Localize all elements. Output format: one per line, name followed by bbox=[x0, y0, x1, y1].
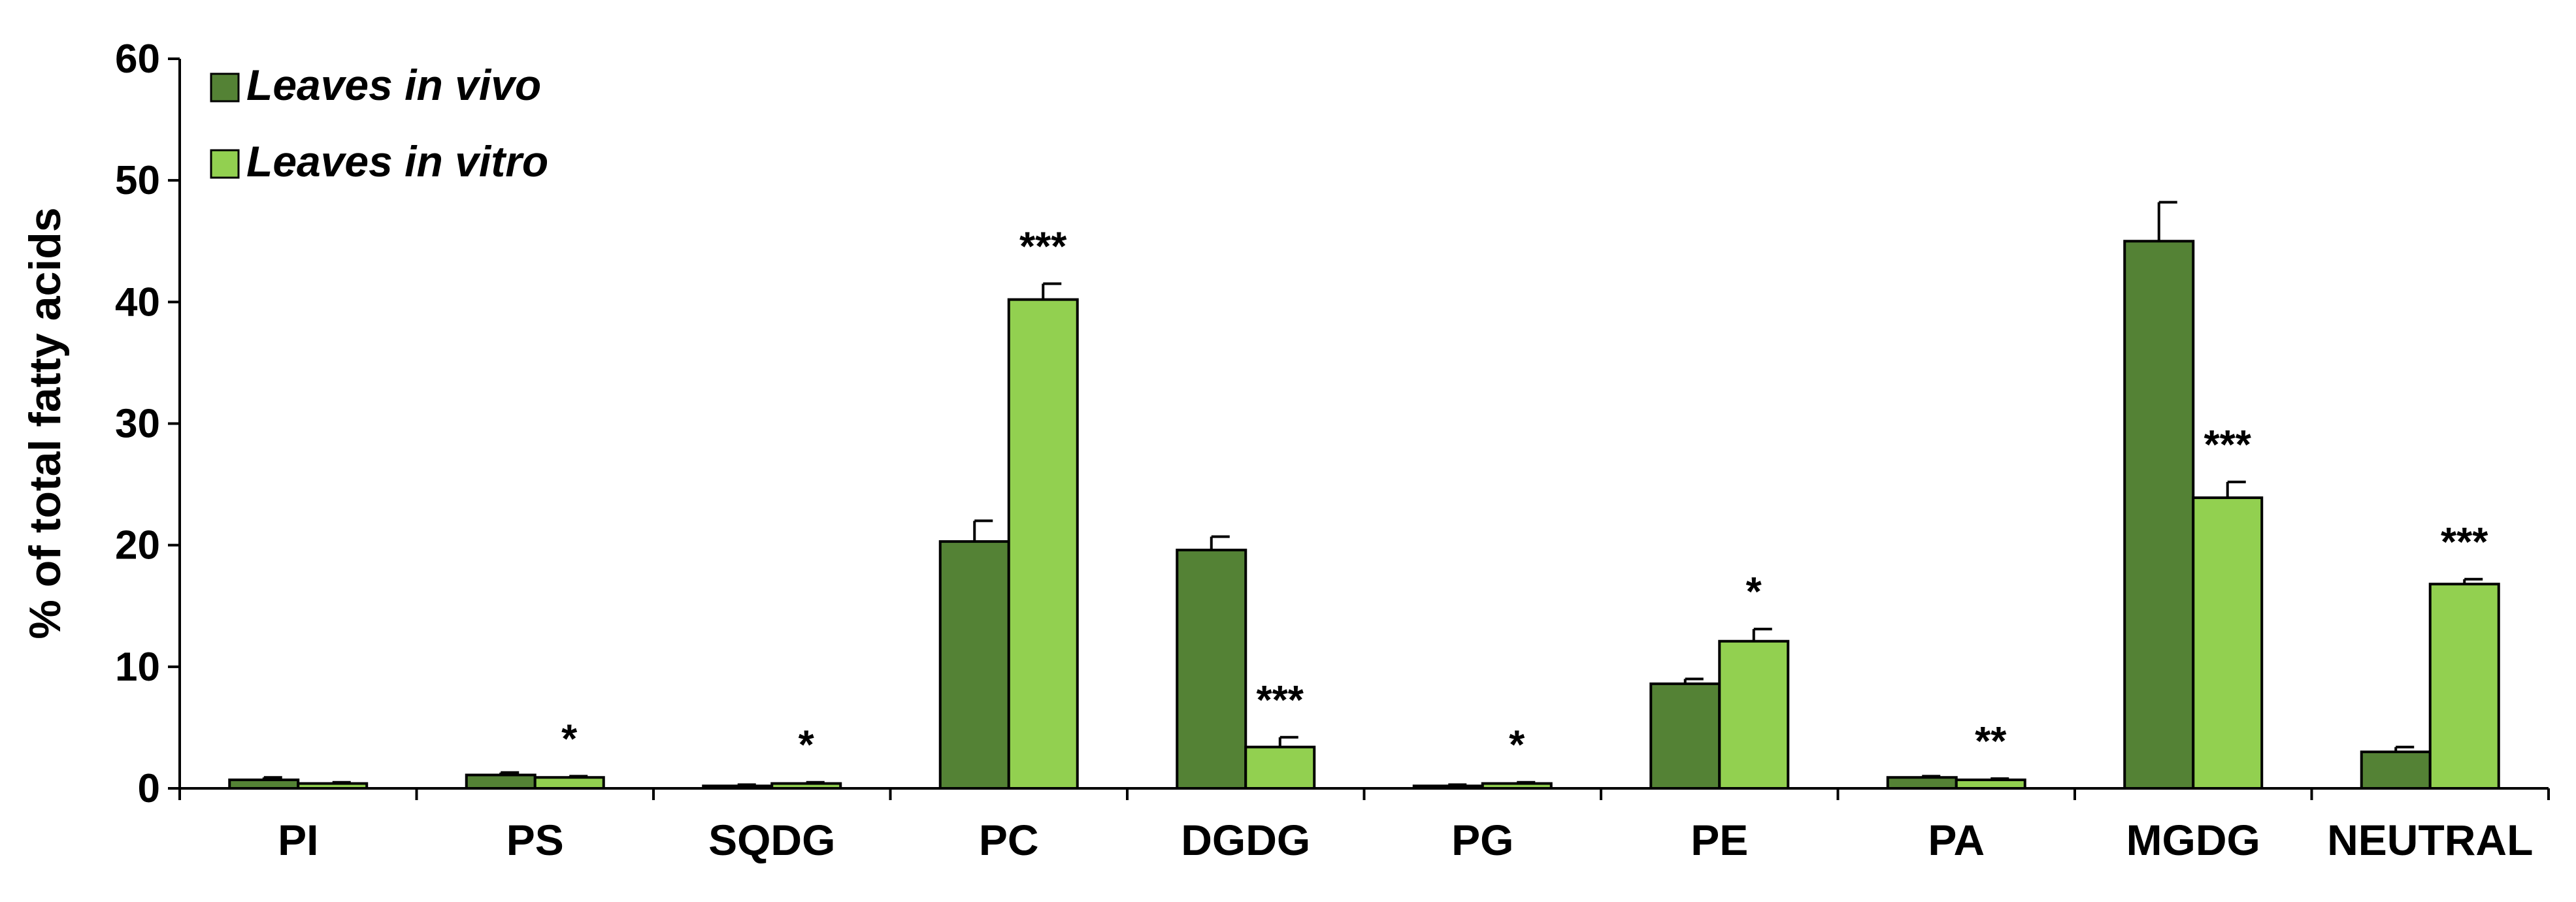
x-tick-label: PG bbox=[1451, 816, 1513, 864]
x-tick-label: PI bbox=[278, 816, 318, 864]
bar-in-vivo bbox=[2123, 240, 2195, 790]
bar-in-vivo bbox=[702, 784, 774, 790]
x-tick-label: PS bbox=[506, 816, 564, 864]
bar-in-vitro bbox=[1718, 639, 1790, 790]
significance-label: *** bbox=[2441, 520, 2488, 565]
legend-swatch-in-vivo bbox=[210, 72, 240, 103]
significance-label: ** bbox=[1975, 719, 2007, 764]
significance-label: * bbox=[1746, 570, 1762, 615]
bar-in-vivo bbox=[2360, 750, 2432, 790]
x-tick-label: PC bbox=[979, 816, 1039, 864]
significance-label: *** bbox=[1257, 678, 1304, 723]
y-axis-label: % of total fatty acids bbox=[20, 207, 70, 639]
significance-label: * bbox=[1509, 723, 1525, 768]
bar-in-vivo bbox=[465, 773, 537, 790]
bar-in-vivo bbox=[1412, 784, 1484, 790]
x-tick-label: PA bbox=[1928, 816, 1985, 864]
x-tick-label: MGDG bbox=[2126, 816, 2260, 864]
legend-label-in-vivo: Leaves in vivo bbox=[246, 61, 541, 109]
x-tick-label: SQDG bbox=[708, 816, 835, 864]
bar-in-vivo bbox=[1176, 549, 1247, 790]
bar-in-vitro bbox=[2192, 496, 2264, 790]
legend-swatch-in-vitro bbox=[210, 149, 240, 179]
bar-in-vivo bbox=[228, 778, 300, 790]
bar-in-vitro bbox=[1244, 745, 1316, 790]
x-tick-label: DGDG bbox=[1181, 816, 1310, 864]
significance-label: * bbox=[561, 717, 578, 762]
legend: Leaves in vivo Leaves in vitro bbox=[210, 61, 548, 185]
y-tick-label: 50 bbox=[115, 158, 160, 203]
bar-in-vitro bbox=[533, 776, 605, 790]
bar-in-vivo bbox=[1886, 776, 1958, 790]
y-tick-label: 60 bbox=[115, 37, 160, 82]
bar-in-vitro bbox=[297, 782, 369, 790]
y-tick-label: 0 bbox=[138, 766, 160, 811]
significance-label: *** bbox=[2204, 423, 2252, 468]
legend-label-in-vitro: Leaves in vitro bbox=[246, 137, 548, 185]
x-tick-label: NEUTRAL bbox=[2327, 816, 2533, 864]
bar-in-vitro bbox=[1955, 778, 2026, 790]
significance-label: *** bbox=[1019, 224, 1067, 269]
y-tick-label: 20 bbox=[115, 523, 160, 568]
bar-in-vitro bbox=[1007, 298, 1079, 790]
y-tick-label: 30 bbox=[115, 402, 160, 447]
bar-in-vivo bbox=[938, 540, 1010, 790]
y-tick-label: 40 bbox=[115, 280, 160, 325]
y-tick-label: 10 bbox=[115, 645, 160, 690]
bar-in-vitro bbox=[770, 782, 842, 790]
bar-in-vitro bbox=[1481, 782, 1553, 790]
bar-in-vitro bbox=[2428, 583, 2500, 790]
x-tick-label: PE bbox=[1691, 816, 1748, 864]
significance-label: * bbox=[799, 723, 815, 768]
bar-in-vivo bbox=[1649, 682, 1721, 790]
